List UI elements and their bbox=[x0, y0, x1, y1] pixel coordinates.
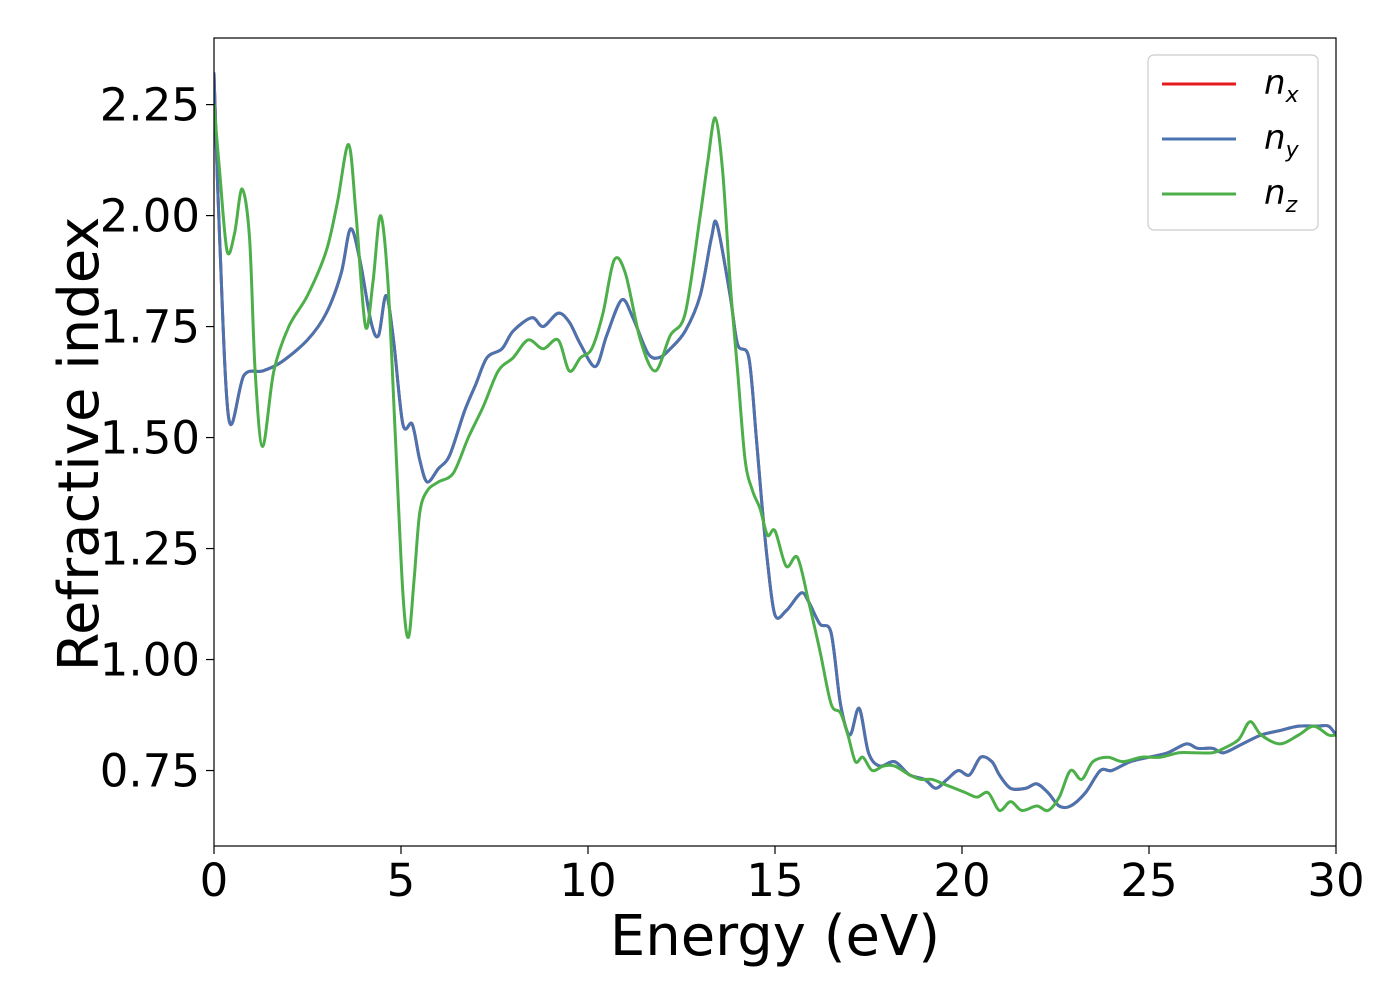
y-tick-label: 1.25 bbox=[100, 523, 200, 576]
series-line-nz bbox=[214, 103, 1336, 813]
legend-label-nz: nz bbox=[1264, 173, 1298, 218]
x-tick-label: 0 bbox=[200, 854, 229, 907]
legend-label-subscript: y bbox=[1285, 138, 1300, 163]
series-line-ny bbox=[214, 72, 1336, 810]
legend-label-subscript: x bbox=[1285, 83, 1300, 108]
x-tick-label: 25 bbox=[1120, 854, 1177, 907]
x-tick-label: 20 bbox=[933, 854, 990, 907]
series-layer bbox=[214, 72, 1336, 813]
y-axis-title: Refractive index bbox=[47, 217, 112, 672]
y-tick-label: 2.00 bbox=[100, 190, 200, 243]
y-tick-label: 0.75 bbox=[100, 745, 200, 798]
y-tick-label: 1.75 bbox=[100, 301, 200, 354]
legend-label-base: n bbox=[1264, 173, 1286, 213]
legend-label-ny: ny bbox=[1264, 118, 1300, 163]
x-tick-label: 10 bbox=[559, 854, 616, 907]
x-tick-label: 15 bbox=[746, 854, 803, 907]
y-tick-label: 1.00 bbox=[100, 634, 200, 687]
legend-label-subscript: z bbox=[1285, 193, 1298, 218]
y-tick-label: 1.50 bbox=[100, 412, 200, 465]
x-tick-label: 30 bbox=[1307, 854, 1364, 907]
x-tick-label: 5 bbox=[387, 854, 416, 907]
x-axis-title: Energy (eV) bbox=[610, 904, 940, 969]
x-axis: 0 5 10 15 20 25 30 bbox=[200, 846, 1365, 907]
y-tick-label: 2.25 bbox=[100, 79, 200, 132]
legend-label-base: n bbox=[1264, 63, 1286, 103]
legend-label-base: n bbox=[1264, 118, 1286, 158]
legend-box bbox=[1147, 54, 1319, 231]
y-axis: 0.75 1.00 1.25 1.50 1.75 2.00 2.25 bbox=[100, 79, 214, 798]
legend-label-nx: nx bbox=[1264, 63, 1300, 108]
